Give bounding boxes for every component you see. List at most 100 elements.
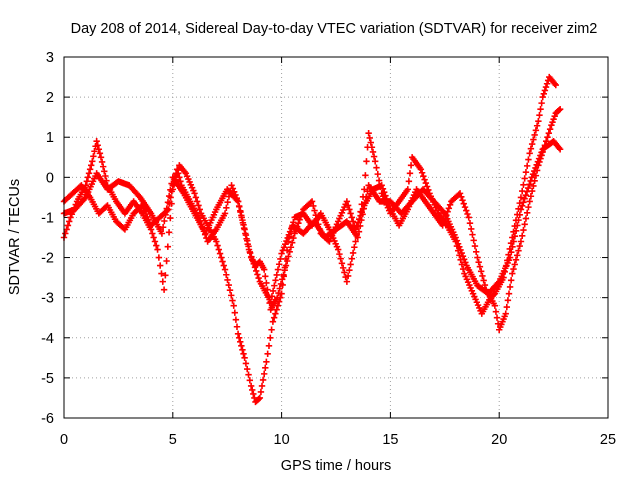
series-track-c — [60, 138, 564, 305]
y-tick-label: 3 — [46, 50, 54, 66]
data-point — [535, 155, 543, 162]
data-point — [250, 260, 257, 267]
data-point — [516, 211, 523, 218]
data-point — [460, 200, 467, 207]
data-points — [60, 73, 564, 406]
data-point — [521, 175, 528, 182]
data-point — [472, 248, 480, 256]
data-point — [511, 232, 519, 240]
data-point — [95, 146, 103, 153]
x-tick-label: 5 — [169, 432, 177, 448]
data-point — [344, 272, 352, 280]
data-point — [219, 258, 226, 265]
data-point — [504, 297, 512, 304]
x-tick-label: 25 — [600, 432, 616, 448]
data-point — [283, 257, 291, 265]
data-point — [531, 131, 538, 139]
data-point — [341, 269, 348, 276]
x-axis-label: GPS time / hours — [281, 458, 391, 474]
data-point — [540, 90, 548, 97]
data-point — [284, 234, 291, 242]
data-point — [291, 230, 298, 237]
data-point — [421, 176, 428, 183]
data-point — [277, 255, 284, 263]
data-point — [507, 277, 515, 284]
data-point — [151, 238, 159, 245]
data-point — [349, 218, 357, 225]
data-point — [379, 185, 387, 192]
data-point — [532, 164, 539, 172]
data-point — [539, 93, 546, 101]
data-point — [518, 202, 526, 210]
data-point — [280, 271, 287, 278]
data-point — [173, 166, 181, 173]
data-point — [362, 172, 369, 179]
data-point — [228, 182, 235, 189]
data-point — [267, 334, 274, 341]
y-tick-label: 2 — [46, 90, 54, 106]
x-tick-labels: 0 5 10 15 20 25 — [60, 432, 616, 448]
data-point — [270, 314, 278, 321]
data-point — [224, 276, 231, 284]
data-point — [85, 170, 93, 177]
data-point — [378, 182, 385, 189]
data-point — [512, 227, 520, 235]
data-point — [232, 316, 240, 323]
data-point — [477, 268, 485, 275]
y-tick-label: -4 — [41, 331, 54, 347]
data-point — [221, 266, 229, 273]
data-point — [239, 346, 246, 354]
data-point — [246, 249, 254, 257]
data-point — [543, 80, 551, 87]
data-point — [238, 342, 245, 349]
data-point — [546, 126, 554, 133]
data-point — [153, 242, 160, 249]
data-point — [358, 216, 365, 224]
data-point — [334, 246, 342, 253]
data-point — [523, 188, 531, 195]
data-point — [156, 262, 164, 269]
data-point — [535, 117, 542, 125]
data-point — [520, 199, 527, 206]
data-point — [277, 280, 285, 288]
data-point — [248, 253, 255, 260]
data-point — [223, 271, 230, 278]
data-point — [338, 260, 346, 267]
data-point — [422, 179, 430, 187]
data-point — [346, 206, 353, 213]
data-point — [363, 158, 370, 165]
data-point — [446, 201, 454, 209]
data-point — [275, 289, 282, 297]
data-point — [250, 390, 257, 398]
data-point — [282, 240, 289, 248]
data-point — [343, 278, 351, 285]
data-point — [247, 382, 255, 390]
data-point — [458, 193, 465, 201]
data-point — [538, 99, 545, 107]
series-track-b — [60, 105, 564, 333]
data-point — [356, 222, 364, 230]
y-tick-labels: -6 -5 -4 -3 -2 -1 0 1 2 3 — [41, 50, 54, 427]
data-point — [96, 150, 104, 157]
data-point — [549, 118, 556, 126]
data-point — [556, 146, 564, 153]
data-point — [311, 207, 318, 214]
data-point — [475, 258, 482, 266]
data-point — [160, 286, 168, 293]
data-point — [273, 271, 280, 279]
data-point — [246, 377, 254, 384]
data-point — [481, 281, 489, 289]
data-point — [191, 190, 198, 197]
data-point — [439, 222, 446, 229]
data-point — [458, 261, 466, 268]
data-point — [509, 243, 516, 251]
data-point — [359, 211, 366, 218]
data-point — [274, 294, 281, 301]
data-point — [517, 194, 525, 201]
data-point — [474, 254, 481, 261]
data-point — [298, 209, 306, 217]
data-point — [88, 162, 95, 169]
data-point — [336, 250, 343, 258]
data-point — [234, 330, 242, 337]
data-point — [281, 266, 288, 274]
